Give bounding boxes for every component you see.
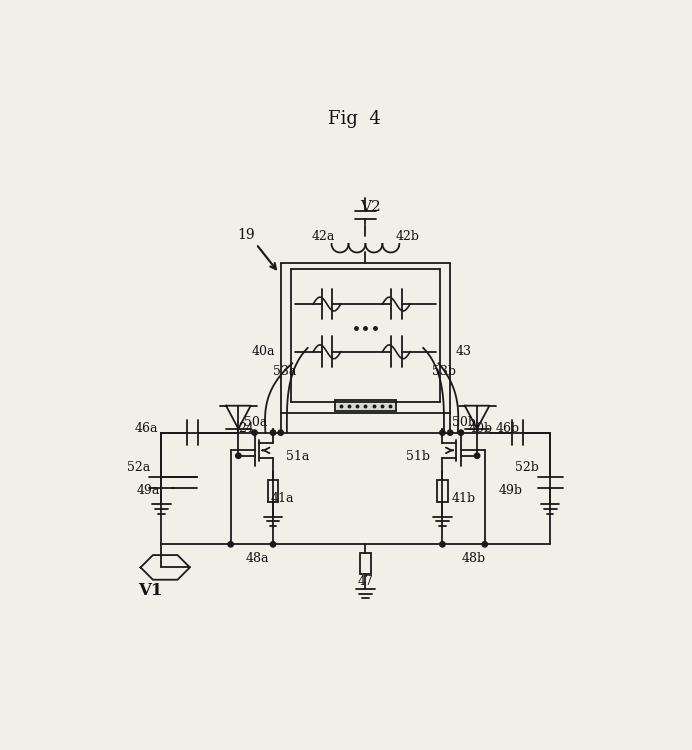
Text: 42a: 42a [311, 230, 335, 243]
Text: 51b: 51b [406, 450, 430, 463]
Text: 52b: 52b [515, 460, 539, 474]
Text: 51a: 51a [286, 450, 309, 463]
Text: 40a: 40a [252, 345, 275, 358]
FancyBboxPatch shape [335, 400, 397, 411]
Text: Fig  4: Fig 4 [328, 110, 381, 128]
Bar [268, 481, 278, 502]
Text: 40b: 40b [469, 422, 493, 435]
Text: 46a: 46a [134, 422, 158, 435]
Circle shape [448, 430, 453, 435]
Text: 48a: 48a [246, 552, 269, 565]
Text: 19: 19 [237, 228, 255, 242]
Circle shape [458, 430, 464, 435]
Circle shape [278, 430, 284, 435]
Text: 53a: 53a [273, 364, 296, 377]
Bar [360, 553, 371, 574]
Circle shape [439, 430, 445, 435]
Bar [437, 481, 448, 502]
Text: 50b: 50b [452, 416, 476, 429]
Circle shape [475, 453, 480, 458]
Text: 49b: 49b [498, 484, 522, 497]
Text: 52a: 52a [127, 460, 150, 474]
Text: 46b: 46b [495, 422, 520, 435]
Circle shape [439, 542, 445, 547]
Text: 50a: 50a [244, 416, 268, 429]
Text: 53b: 53b [432, 364, 456, 377]
Text: 42b: 42b [396, 230, 420, 243]
Circle shape [236, 453, 241, 458]
Text: 49a: 49a [136, 484, 160, 497]
Circle shape [228, 542, 233, 547]
Text: 41a: 41a [271, 491, 294, 505]
Text: V1: V1 [138, 582, 162, 599]
Text: 47: 47 [358, 574, 374, 588]
Text: 24: 24 [238, 422, 254, 435]
Text: 41b: 41b [452, 491, 476, 505]
Text: V2: V2 [361, 200, 381, 214]
Circle shape [271, 430, 275, 435]
Circle shape [482, 542, 487, 547]
Circle shape [271, 542, 275, 547]
Text: 43: 43 [456, 345, 472, 358]
Text: 48b: 48b [461, 552, 485, 565]
Circle shape [252, 430, 257, 435]
